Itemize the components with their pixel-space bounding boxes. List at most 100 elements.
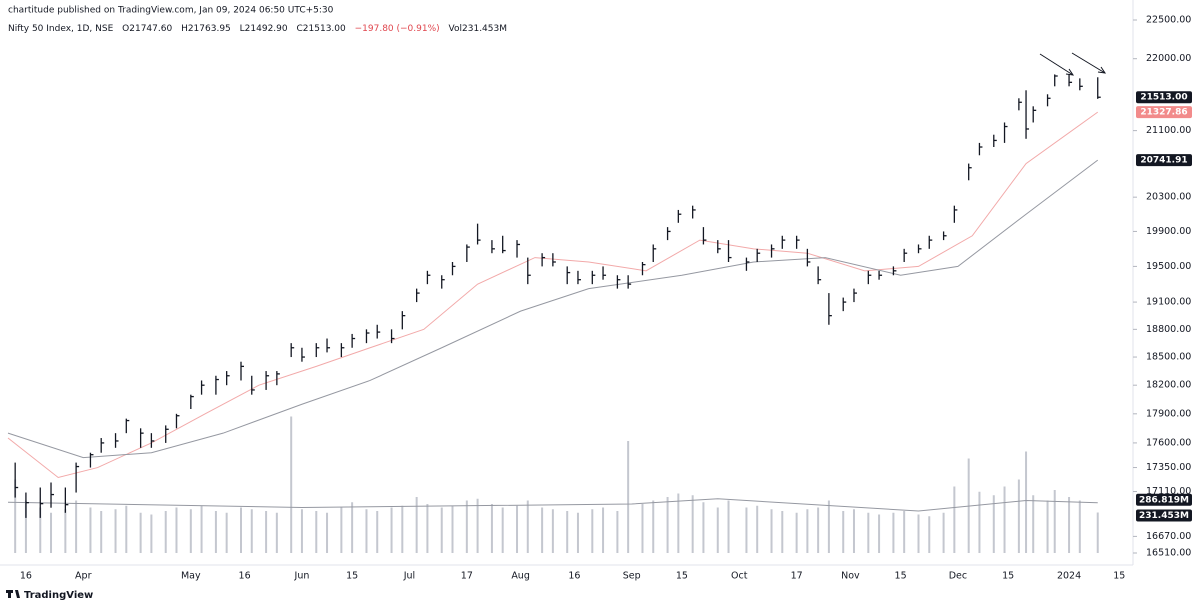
published-note: chartitude published on TradingView.com,… <box>8 6 334 16</box>
x-tick-label: Nov <box>841 571 860 582</box>
volume-bar <box>225 512 228 553</box>
volume-badge <box>1136 509 1192 522</box>
volume-bar <box>401 505 404 553</box>
volume-bar <box>666 497 669 553</box>
volume-bar <box>326 512 329 553</box>
volume-badge-label: 231.453M <box>1139 511 1189 521</box>
x-tick-label: Jun <box>294 571 310 582</box>
volume-bar <box>867 512 870 553</box>
y-tick-label: 22500.00 <box>1146 15 1191 26</box>
x-tick-label: Apr <box>75 571 92 582</box>
volume-bar <box>716 507 719 553</box>
volume-bar <box>691 495 694 553</box>
volume-badge <box>1136 493 1192 506</box>
volume-bar <box>756 505 759 553</box>
volume-bar <box>641 504 644 553</box>
volume-bar <box>415 497 418 553</box>
volume-bar <box>702 502 705 553</box>
volume-bar <box>39 507 42 553</box>
x-tick-label: 15 <box>1002 571 1014 582</box>
x-tick-label: 16 <box>239 571 251 582</box>
volume-bar <box>426 504 429 553</box>
close: C21513.00 <box>297 24 347 34</box>
price-badge-label: 21513.00 <box>1140 93 1187 103</box>
volume-bar <box>928 516 931 553</box>
x-tick-label: 2024 <box>1057 571 1081 582</box>
volume-bar <box>852 509 855 553</box>
volume-bar <box>164 511 167 553</box>
volume-bar <box>175 507 178 553</box>
volume-bar <box>451 505 454 553</box>
y-tick-label: 17600.00 <box>1146 437 1191 448</box>
y-tick-label: 19900.00 <box>1146 226 1191 237</box>
volume-bar <box>1003 486 1006 553</box>
volume-bar <box>903 511 906 553</box>
volume-bar <box>150 514 153 553</box>
volume-bar <box>827 500 830 553</box>
ma-badge <box>1136 154 1192 167</box>
volume-bar <box>892 512 895 553</box>
volume-bar <box>250 509 253 553</box>
x-tick-label: Dec <box>949 571 967 582</box>
volume-bar <box>806 509 809 553</box>
volume-bar <box>917 514 920 553</box>
logo-mark <box>6 590 20 598</box>
volume-bar <box>953 486 956 553</box>
annotation-arrows <box>1039 52 1107 76</box>
volume-bar <box>376 511 379 553</box>
x-tick-label: 16 <box>568 571 580 582</box>
volume-bar <box>89 507 92 553</box>
volume-bar <box>817 507 820 553</box>
volume-bar <box>100 511 103 553</box>
x-tick-label: 15 <box>676 571 688 582</box>
y-tick-label: 18200.00 <box>1146 380 1191 391</box>
volume-bar <box>781 511 784 553</box>
x-tick-label: 16 <box>20 571 32 582</box>
y-tick-label: 17900.00 <box>1146 408 1191 419</box>
volume-bar <box>340 507 343 553</box>
volume-bar <box>214 511 217 553</box>
volume-bar <box>125 505 128 553</box>
ma-badge-label: 20741.91 <box>1140 156 1187 166</box>
volume-bar <box>1046 500 1049 553</box>
volume-bar <box>942 512 945 553</box>
x-tick-label: Aug <box>511 571 530 582</box>
volume-bar <box>290 416 293 553</box>
volume-bar <box>114 509 117 553</box>
volume-ma <box>7 498 1098 512</box>
volume-bar <box>1068 497 1071 553</box>
volume-bar <box>1025 451 1028 553</box>
x-tick-label: 17 <box>461 571 473 582</box>
arrow-head <box>1097 66 1107 74</box>
volume-bar <box>541 507 544 553</box>
y-tick-label: 22000.00 <box>1146 53 1191 64</box>
footer-brand: TradingView <box>24 590 93 600</box>
volume-bar <box>1017 479 1020 553</box>
volume-bar <box>275 512 278 553</box>
moving-average <box>7 159 1099 459</box>
y-tick-label: 18500.00 <box>1146 352 1191 363</box>
x-tick-label: Jul <box>403 571 415 582</box>
volume-bar <box>14 479 17 553</box>
logo: TradingView <box>6 590 93 600</box>
high: H21763.95 <box>181 24 231 34</box>
volume-bar <box>677 493 680 553</box>
price-badge <box>1136 91 1192 104</box>
y-tick-label: 16510.00 <box>1146 548 1191 559</box>
volume-bar <box>1078 500 1081 553</box>
ma-badge-label: 21327.86 <box>1140 108 1187 118</box>
volume-bar <box>516 505 519 553</box>
volume-bar <box>75 500 78 553</box>
x-tick-label: Oct <box>731 571 748 582</box>
volume-bar <box>24 500 27 553</box>
volume-bar <box>576 512 579 553</box>
volume-bar <box>627 441 630 553</box>
arrow <box>1039 53 1074 76</box>
volume-bar <box>300 509 303 553</box>
volume-bar <box>390 507 393 553</box>
legend: Nifty 50 Index, 1D, NSE O21747.60 H21763… <box>8 24 507 34</box>
volume-bar <box>727 500 730 553</box>
volume-bar <box>616 511 619 553</box>
x-tick-label: 15 <box>1113 571 1125 582</box>
